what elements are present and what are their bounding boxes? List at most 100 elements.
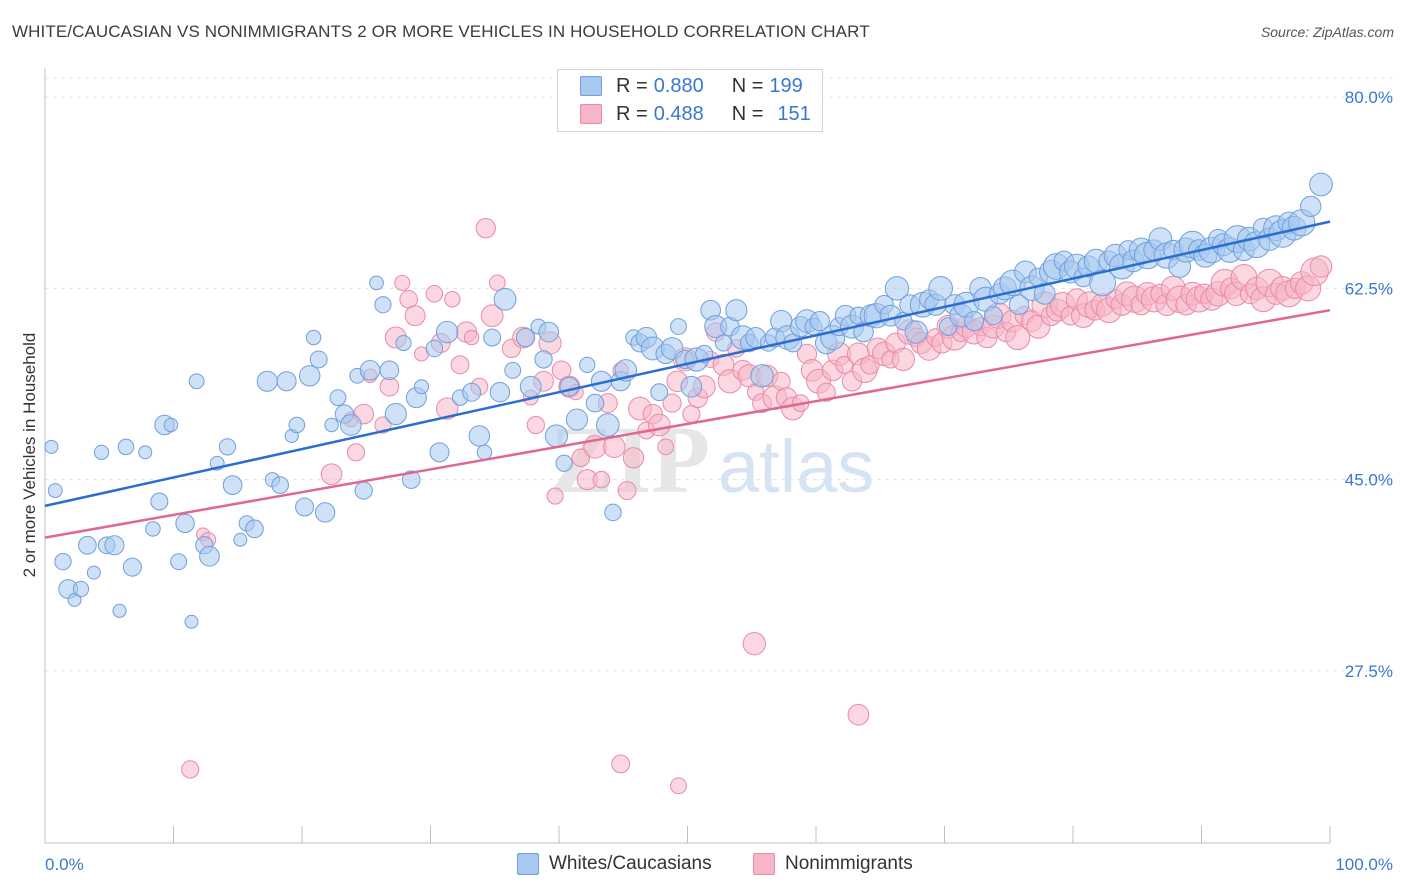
legend-r-value: 0.488 [653, 102, 704, 125]
whites-point [298, 365, 321, 387]
whites-point [425, 339, 444, 358]
axes [44, 68, 1331, 844]
whites-point [86, 565, 101, 580]
nonimmigrants-trend-line [44, 308, 1331, 539]
bottom-legend-whites: Whites/Caucasians [517, 851, 712, 877]
whites-point [295, 497, 315, 517]
legend-r-label: R = [616, 102, 648, 125]
legend-box: R = 0.880 N = 199 R = 0.488 N = 151 [557, 69, 823, 132]
whites-point [305, 329, 322, 346]
whites-point [150, 492, 169, 511]
whites-point [233, 532, 248, 547]
whites-point [1089, 269, 1117, 297]
whites-point [222, 475, 243, 495]
whites-point [680, 375, 703, 398]
nonimmigrants-point [450, 355, 470, 375]
nonimmigrants-point [670, 777, 687, 795]
whites-point [117, 438, 135, 456]
whites-point [379, 360, 400, 381]
whites-point [339, 414, 362, 436]
legend-n-value: 151 [777, 102, 811, 125]
nonimmigrants-point [571, 448, 591, 468]
source-label: Source: ZipAtlas.com [1260, 24, 1394, 40]
y-tick-label: 80.0% [1345, 88, 1393, 107]
legend-row-whites: R = 0.880 N = 199 [580, 73, 803, 99]
whites-point [565, 408, 589, 431]
nonimmigrants-point [847, 703, 870, 726]
whites-point [188, 373, 205, 390]
whites-point [288, 416, 306, 434]
y-tick-label: 27.5% [1345, 662, 1393, 681]
whites-point [483, 328, 502, 347]
nonimmigrants-point [488, 274, 506, 292]
nonimmigrants-point [444, 291, 461, 308]
whites-point [145, 521, 161, 537]
whites-point [44, 439, 59, 454]
nonimmigrants-point [891, 347, 915, 372]
nonimmigrants-point [394, 274, 411, 291]
whites-point [1033, 282, 1056, 305]
whites-point [413, 379, 430, 395]
whites-point [374, 296, 392, 314]
whites-point [324, 417, 339, 433]
whites-point [354, 481, 373, 500]
nonimmigrants-point [346, 443, 366, 462]
bottom-legend-swatch-blue [517, 853, 539, 875]
nonimmigrants-point [404, 305, 426, 327]
nonimmigrants-point [647, 413, 671, 437]
whites-point [435, 320, 459, 344]
legend-n-label: N = [731, 74, 764, 97]
whites-point [184, 614, 199, 629]
x-tick-label: 0.0% [45, 855, 84, 874]
whites-point [559, 376, 580, 397]
nonimmigrants-point [1309, 255, 1333, 278]
legend-row-nonimmigrants: R = 0.488 N = 151 [580, 101, 811, 127]
legend-r-value: 0.880 [653, 74, 704, 97]
whites-point [809, 311, 830, 332]
bottom-legend-nonimmigrants: Nonimmigrants [753, 851, 913, 877]
whites-point [93, 444, 110, 460]
whites-point [1309, 172, 1333, 197]
whites-point [468, 425, 491, 447]
whites-point [538, 321, 560, 343]
whites-point [1300, 195, 1322, 217]
whites-point [401, 470, 421, 489]
whites-point [585, 393, 605, 413]
whites-point [104, 535, 125, 556]
whites-point [579, 356, 596, 373]
bottom-legend-label-nonimmigrants: Nonimmigrants [785, 853, 913, 874]
nonimmigrants-point [835, 355, 854, 374]
whites-point [904, 320, 928, 344]
whites-point [670, 318, 687, 336]
whites-point [983, 306, 1003, 326]
whites-point [314, 502, 336, 523]
y-tick-label: 45.0% [1345, 471, 1393, 490]
whites-point [489, 382, 511, 403]
nonimmigrants-point [463, 329, 480, 346]
legend-n-label: N = [731, 102, 764, 125]
legend-swatch-blue [580, 76, 602, 96]
y-axis-label: 2 or more Vehicles in Household [20, 333, 39, 578]
nonimmigrants-point [592, 470, 611, 489]
whites-point [72, 580, 90, 598]
whites-point [329, 389, 347, 407]
whites-point [1008, 294, 1030, 315]
whites-point [964, 311, 985, 332]
whites-point [245, 519, 264, 539]
bottom-legend-swatch-pink [753, 853, 775, 875]
nonimmigrants-point [480, 304, 504, 328]
whites-point [928, 275, 953, 301]
whites-point [750, 364, 774, 388]
whites-point [555, 454, 573, 472]
whites-point [534, 350, 553, 369]
nonimmigrants-point [742, 631, 767, 656]
legend-n-value: 199 [769, 74, 803, 97]
whites-point [476, 444, 493, 461]
y-tick-label: 62.5% [1345, 279, 1393, 298]
whites-point [138, 445, 153, 460]
bottom-legend-label-whites: Whites/Caucasians [549, 853, 712, 874]
nonimmigrants-point [425, 285, 444, 303]
nonimmigrants-point [617, 481, 637, 501]
nonimmigrants-point [526, 415, 545, 435]
